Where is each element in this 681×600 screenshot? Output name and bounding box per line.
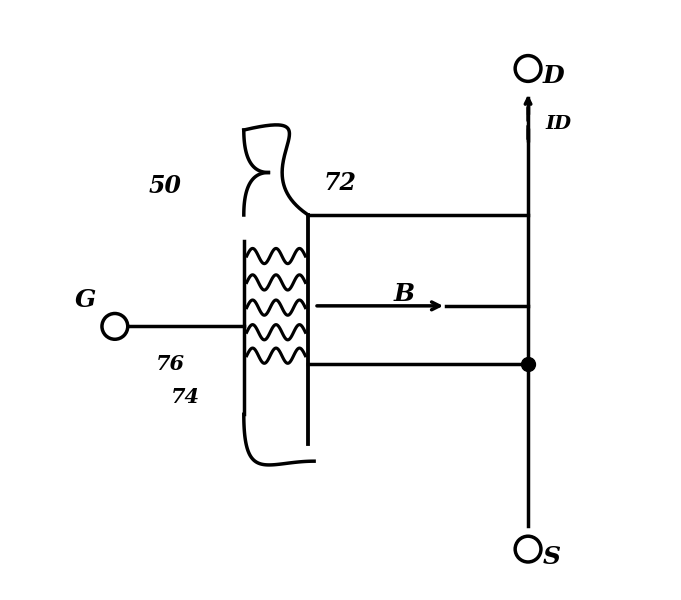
Text: 72: 72 xyxy=(324,171,357,195)
Text: B: B xyxy=(393,282,414,306)
Text: 74: 74 xyxy=(171,387,200,407)
Text: ID: ID xyxy=(545,115,571,133)
Text: S: S xyxy=(543,545,560,569)
Text: D: D xyxy=(543,64,565,88)
Text: 76: 76 xyxy=(156,355,185,374)
Text: 50: 50 xyxy=(148,174,181,198)
Text: G: G xyxy=(75,288,96,312)
